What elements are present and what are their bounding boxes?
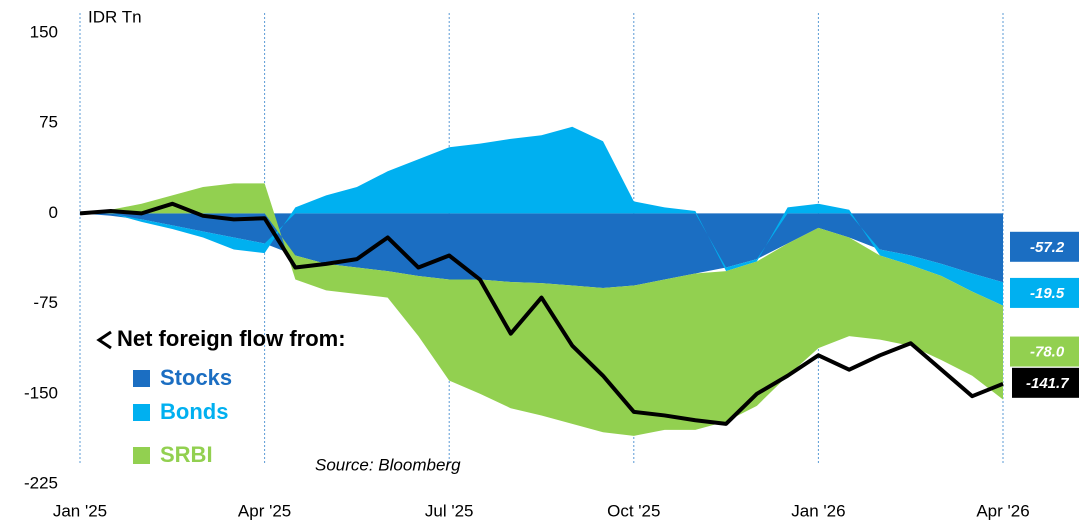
- y-tick-label: -225: [24, 473, 58, 492]
- legend-arrow: [96, 330, 112, 350]
- y-axis-title: IDR Tn: [88, 7, 142, 26]
- x-tick-label: Jul '25: [425, 501, 474, 520]
- x-tick-label: Apr '25: [238, 501, 291, 520]
- legend-swatch: [133, 404, 150, 421]
- net-line: [79, 201, 1004, 426]
- value-label: -78.0: [1030, 344, 1065, 361]
- x-tick-label: Oct '25: [607, 501, 660, 520]
- legend-label: Bonds: [160, 399, 228, 424]
- value-label: -141.7: [1026, 375, 1069, 392]
- legend-swatch: [133, 370, 150, 387]
- value-label-box: [1010, 277, 1079, 308]
- x-tick-label: Apr '26: [976, 501, 1029, 520]
- legend-swatch: [133, 447, 150, 464]
- plot-area: [79, 13, 1004, 464]
- legend-label: Stocks: [160, 365, 232, 390]
- value-label-box: [1012, 367, 1079, 398]
- y-tick-label: -150: [24, 383, 58, 402]
- area: [80, 213, 1003, 288]
- y-tick-label: 150: [30, 22, 58, 41]
- area: [80, 126, 1003, 306]
- value-label: -19.5: [1030, 285, 1065, 302]
- value-label-box: [1010, 336, 1079, 367]
- area: [80, 183, 1003, 436]
- y-tick-label: 0: [49, 203, 58, 222]
- value-label-box: [1010, 231, 1079, 262]
- y-tick-label: -75: [33, 293, 58, 312]
- value-label: -57.2: [1030, 239, 1065, 256]
- legend-label: SRBI: [160, 442, 213, 467]
- x-tick-label: Jan '25: [53, 501, 107, 520]
- source-note: Source: Bloomberg: [315, 455, 461, 474]
- x-tick-label: Jan '26: [791, 501, 845, 520]
- legend-title: Net foreign flow from:: [117, 326, 346, 351]
- y-tick-label: 75: [39, 113, 58, 132]
